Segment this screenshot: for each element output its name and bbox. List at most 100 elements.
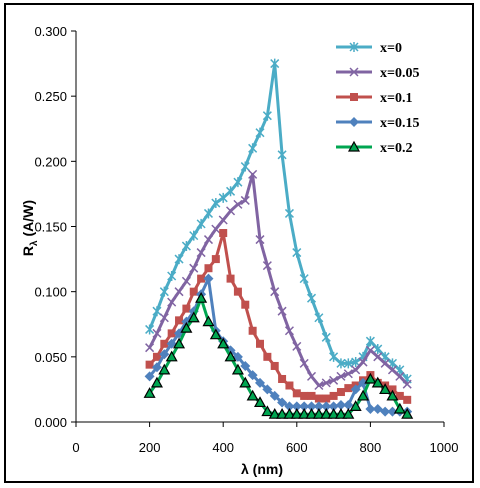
- data-point-5: [364, 372, 377, 384]
- y-tick-label: 0.000: [34, 415, 67, 430]
- data-point-2: [174, 287, 184, 297]
- data-point-1: [277, 149, 287, 160]
- data-point-1: [284, 208, 294, 219]
- data-point-5: [379, 383, 392, 395]
- data-point-1: [159, 286, 169, 297]
- data-point-2: [351, 365, 361, 375]
- data-point-3: [160, 339, 169, 348]
- data-point-4: [380, 406, 391, 417]
- data-point-3: [329, 391, 338, 400]
- data-point-5: [180, 321, 193, 333]
- data-point-2: [314, 380, 324, 391]
- data-point-1: [365, 336, 375, 347]
- y-tick-label: 0.050: [34, 350, 67, 365]
- data-point-3: [307, 391, 316, 400]
- data-point-3: [278, 374, 287, 383]
- data-point-3: [241, 300, 250, 309]
- legend-label: x=0.1: [380, 91, 412, 106]
- data-point-1: [336, 358, 346, 369]
- y-axis-title-sub: λ: [29, 240, 40, 246]
- data-point-legend-2: [349, 67, 359, 77]
- data-point-3: [197, 274, 206, 283]
- data-point-5: [195, 291, 208, 303]
- data-point-5: [298, 407, 311, 419]
- data-point-3: [226, 274, 235, 283]
- series-layer: [143, 58, 414, 419]
- data-point-1: [314, 312, 324, 323]
- data-point-5: [239, 376, 252, 388]
- data-point-1: [299, 273, 309, 284]
- data-point-3: [219, 229, 228, 238]
- y-axis-title-main: R: [20, 246, 36, 256]
- y-axis-title: Rλ (A/W): [20, 200, 40, 256]
- data-point-4: [321, 401, 332, 412]
- data-point-1: [373, 344, 383, 355]
- data-point-1: [181, 241, 191, 252]
- data-point-5: [268, 407, 281, 419]
- data-point-5: [150, 376, 163, 388]
- data-point-5: [261, 405, 274, 417]
- data-point-5: [143, 387, 156, 398]
- x-tick-label: 1000: [430, 440, 459, 455]
- data-point-4: [350, 384, 361, 395]
- data-point-3: [322, 394, 331, 403]
- data-point-5: [357, 389, 370, 401]
- data-point-5: [393, 402, 406, 414]
- legend: x=0 x=0.05 x=0.1 x=0.15 x=0.2: [336, 41, 419, 156]
- data-point-4: [203, 273, 214, 284]
- legend-label: x=0: [380, 41, 402, 56]
- data-point-4: [299, 401, 310, 412]
- data-point-1: [211, 198, 221, 209]
- data-point-4: [387, 406, 398, 417]
- data-point-5: [283, 407, 296, 419]
- data-point-legend-1: [349, 42, 359, 52]
- data-point-legend-4: [349, 117, 359, 127]
- data-point-4: [313, 401, 324, 412]
- data-point-1: [240, 161, 250, 172]
- data-point-2: [387, 365, 398, 375]
- legend-label: x=0.15: [380, 116, 419, 131]
- data-point-5: [253, 396, 267, 408]
- data-point-2: [262, 261, 272, 271]
- data-point-2: [159, 313, 169, 323]
- data-point-2: [299, 358, 309, 368]
- data-point-2: [211, 224, 221, 234]
- legend-item-3: x=0.1: [336, 91, 412, 106]
- series-5: [143, 291, 414, 419]
- data-point-2: [373, 352, 383, 362]
- data-point-4: [291, 401, 302, 412]
- data-point-2: [358, 357, 368, 367]
- data-point-1: [203, 208, 214, 219]
- data-point-5: [246, 389, 259, 401]
- data-point-1: [226, 186, 236, 197]
- data-point-2: [181, 276, 191, 286]
- data-point-1: [248, 143, 258, 154]
- y-tick-label: 0.250: [34, 89, 67, 104]
- legend-label: x=0.05: [380, 66, 419, 81]
- data-point-2: [226, 206, 236, 216]
- data-point-5: [386, 389, 399, 401]
- data-point-4: [365, 403, 376, 414]
- data-point-2: [218, 215, 228, 225]
- data-point-2: [402, 379, 412, 389]
- data-point-4: [240, 360, 251, 371]
- data-point-5: [217, 337, 230, 349]
- x-tick-label: 200: [139, 440, 161, 455]
- data-point-5: [276, 407, 289, 419]
- x-tick-label: 800: [360, 440, 382, 455]
- series-1: [145, 58, 412, 384]
- data-point-1: [343, 358, 353, 369]
- data-point-2: [336, 371, 346, 381]
- data-point-3: [292, 389, 301, 398]
- y-tick-label: 0.100: [34, 285, 67, 300]
- data-point-4: [247, 370, 258, 381]
- data-point-1: [255, 127, 265, 138]
- data-point-5: [327, 407, 340, 419]
- data-point-3: [285, 381, 294, 390]
- x-tick-label: 0: [72, 440, 79, 455]
- data-point-5: [320, 407, 333, 419]
- y-tick-label: 0.300: [34, 24, 67, 39]
- data-point-2: [240, 195, 250, 205]
- data-point-3: [167, 329, 176, 338]
